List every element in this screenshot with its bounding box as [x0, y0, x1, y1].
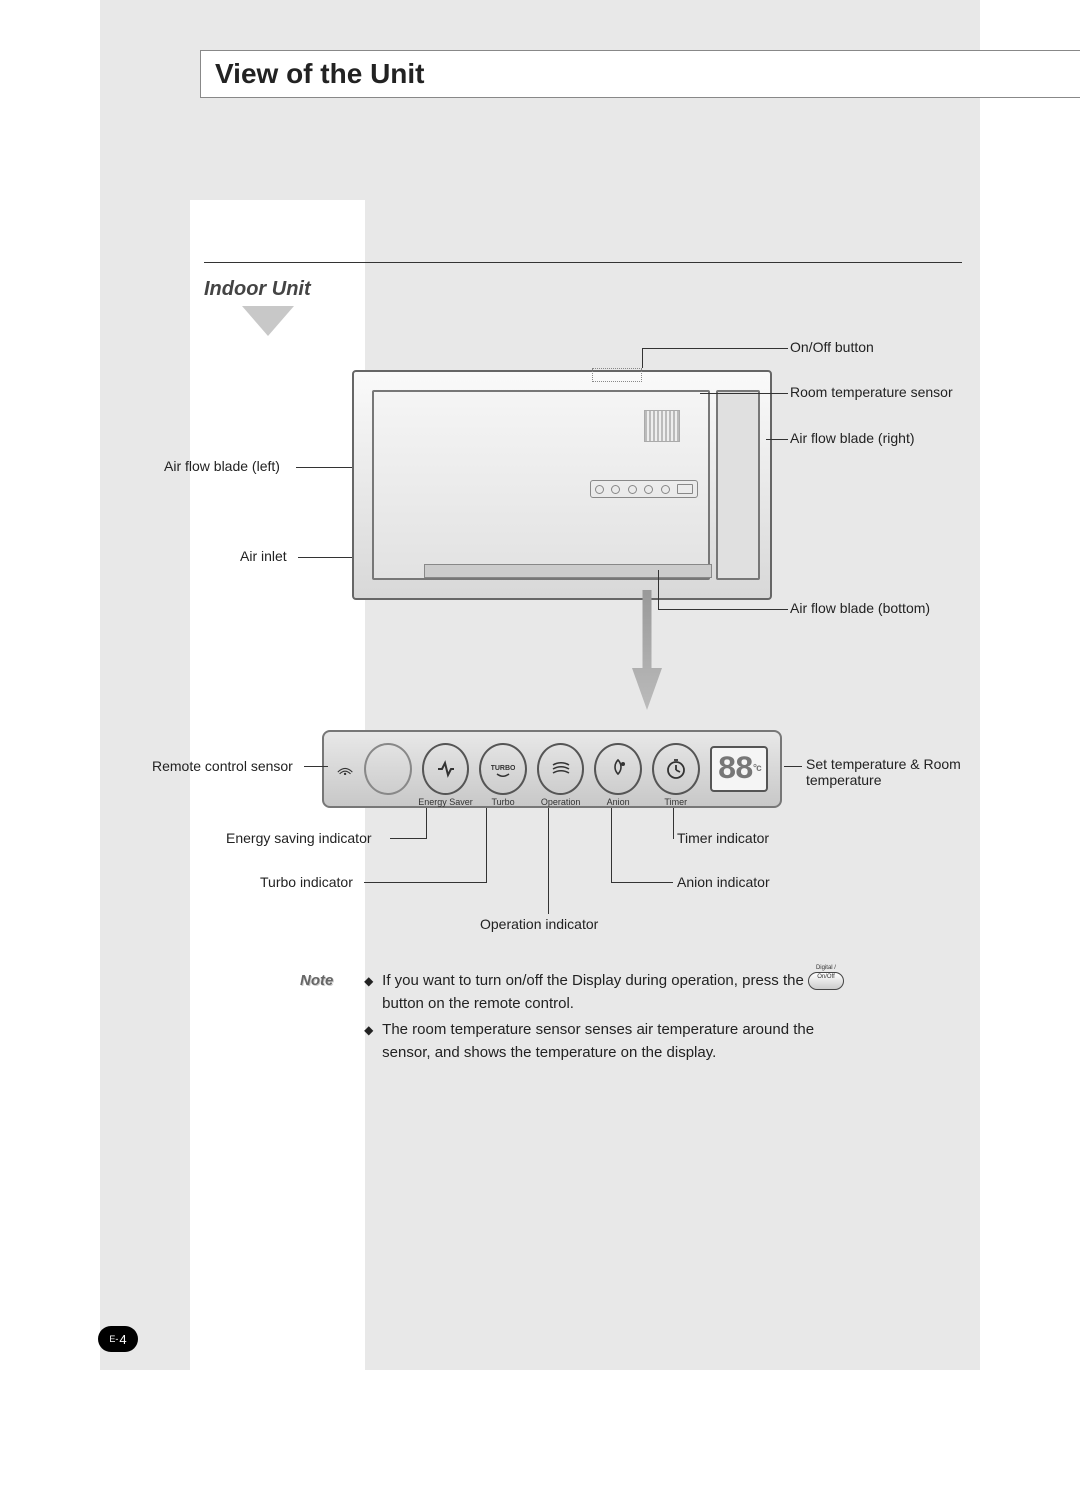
leader-line	[784, 766, 802, 767]
unit-side-face	[716, 390, 760, 580]
leader-line	[304, 766, 328, 767]
leader-line	[658, 570, 659, 610]
indicator-timer: Timer	[652, 743, 700, 795]
label-air-inlet: Air inlet	[240, 548, 287, 564]
label-air-blade-left: Air flow blade (left)	[164, 458, 280, 474]
notes-block: Note If you want to turn on/off the Disp…	[300, 970, 880, 1068]
note-item: If you want to turn on/off the Display d…	[364, 970, 864, 1015]
note-text-b: button on the remote control.	[382, 995, 574, 1012]
label-air-blade-bottom: Air flow blade (bottom)	[790, 600, 930, 616]
room-temp-sensor-graphic	[644, 410, 680, 442]
leader-line	[296, 467, 352, 468]
leader-line	[642, 348, 643, 368]
note-text-a: If you want to turn on/off the Display d…	[382, 972, 808, 989]
indicator-turbo: TURBO Turbo	[479, 743, 527, 795]
indicator-blank	[364, 743, 412, 795]
mini-display-graphic	[590, 480, 698, 498]
remote-button-icon	[808, 972, 844, 990]
display-value: 88	[718, 751, 752, 788]
section-rule	[204, 262, 962, 263]
leader-line	[611, 808, 612, 883]
label-timer-indicator: Timer indicator	[677, 830, 769, 846]
bottom-blade-graphic	[424, 564, 712, 578]
leader-line	[611, 882, 673, 883]
label-operation-indicator: Operation indicator	[480, 916, 598, 932]
page-number: 4	[119, 1332, 126, 1347]
label-air-blade-right: Air flow blade (right)	[790, 430, 915, 446]
seven-segment-display: 88°c	[710, 746, 768, 792]
label-onoff: On/Off button	[790, 339, 874, 355]
note-label: Note	[300, 970, 360, 993]
label-remote-sensor: Remote control sensor	[152, 758, 293, 774]
display-panel: Energy Saver TURBO Turbo Operation Anion…	[322, 730, 782, 808]
leader-line	[486, 808, 487, 883]
display-unit: °c	[752, 764, 760, 775]
label-room-temp-sensor: Room temperature sensor	[790, 384, 953, 400]
page-number-badge: E- 4	[98, 1326, 138, 1352]
indicator-operation: Operation	[537, 743, 585, 795]
subheading: Indoor Unit	[204, 278, 311, 301]
label-anion-indicator: Anion indicator	[677, 874, 770, 890]
label-set-room-temp: Set temperature & Room temperature	[806, 756, 966, 788]
note-item: The room temperature sensor senses air t…	[364, 1019, 864, 1064]
notes-list: If you want to turn on/off the Display d…	[364, 970, 864, 1068]
remote-sensor-icon	[336, 762, 354, 776]
leader-line	[700, 393, 788, 394]
leader-line	[364, 882, 486, 883]
leader-line	[766, 439, 788, 440]
leader-line	[548, 808, 549, 914]
page-prefix: E-	[109, 1334, 118, 1344]
heading-bar: View of the Unit	[200, 50, 1080, 98]
indicator-energy-saver: Energy Saver	[422, 743, 470, 795]
indicator-anion: Anion	[594, 743, 642, 795]
page-title: View of the Unit	[215, 58, 425, 90]
leader-line	[426, 808, 427, 839]
leader-line	[298, 557, 352, 558]
leader-line	[673, 808, 674, 839]
indoor-unit-illustration	[352, 370, 772, 600]
leader-line	[390, 838, 426, 839]
label-turbo-indicator: Turbo indicator	[260, 874, 353, 890]
down-triangle-icon	[242, 306, 294, 336]
svg-text:TURBO: TURBO	[491, 765, 515, 772]
label-energy-indicator: Energy saving indicator	[226, 830, 372, 846]
leader-line	[658, 609, 788, 610]
leader-line	[642, 348, 788, 349]
onoff-button-graphic	[592, 368, 642, 382]
